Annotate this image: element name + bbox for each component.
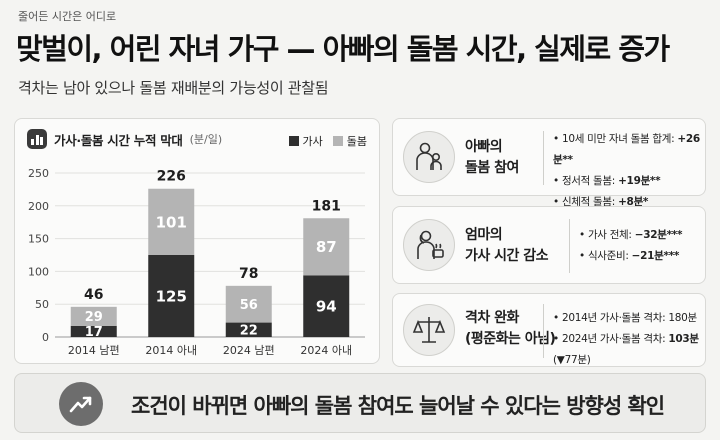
chart-card: 가사·돌봄 시간 누적 막대 (분/일) 가사 돌봄 0 50 100 150 200 2… [14, 118, 380, 364]
stat-item: 정서적 돌봄: +19분** [553, 171, 705, 192]
stat-label: 2024년 가사·돌봄 격차: [561, 333, 669, 345]
stat-change: (▼77분) [553, 354, 591, 366]
bar-total-label: 78 [239, 266, 258, 282]
chart-title: 가사·돌봄 시간 누적 막대 [54, 132, 183, 148]
card-label: 격차 완화 (평준화는 아님) [465, 308, 556, 350]
bar-segment [70, 306, 117, 326]
bar-value-label: 29 [85, 310, 103, 325]
bar-segment [303, 218, 350, 276]
bar-segment [148, 188, 195, 255]
chart-header: 가사·돌봄 시간 누적 막대 (분/일) [27, 129, 222, 149]
x-tick-label: 2024 남편 [223, 344, 275, 357]
stat-value: 180분 [668, 312, 697, 324]
stat-label: 2014년 가사·돌봄 격차: [561, 312, 669, 324]
stat-label: 가사 전체: [587, 229, 635, 241]
legend-care-label: 돌봄 [346, 135, 367, 148]
legend-care: 돌봄 [332, 133, 367, 149]
bar-value-label: 94 [316, 298, 337, 316]
divider [543, 131, 544, 185]
trend-up-icon [59, 382, 103, 426]
father-child-icon [403, 131, 455, 183]
bar-segment [70, 325, 117, 337]
card-label-line: 가사 시간 감소 [465, 248, 549, 264]
card-label: 아빠의 돌봄 참여 [465, 137, 519, 179]
stat-list: 10세 미만 자녀 돌봄 합계: +26분** 정서적 돌봄: +19분** 신… [553, 129, 705, 213]
stat-label: 식사준비: [587, 250, 632, 262]
card-gap-reduction: 격차 완화 (평준화는 아님) 2014년 가사·돌봄 격차: 180분 202… [392, 293, 706, 367]
bar-value-label: 17 [85, 325, 103, 340]
y-tick-label: 0 [42, 331, 49, 344]
bar-value-label: 56 [240, 298, 258, 313]
bar-value-label: 87 [316, 238, 337, 256]
banner-text: 조건이 바뀌면 아빠의 돌봄 참여도 늘어날 수 있다는 방향성 확인 [131, 394, 665, 418]
legend-housework: 가사 [288, 133, 323, 149]
chart-legend: 가사 돌봄 [288, 133, 367, 149]
stat-item: 가사 전체: −32분*** [579, 225, 683, 246]
bar-total-label: 226 [157, 169, 186, 185]
legend-housework-label: 가사 [302, 135, 323, 148]
stat-item: 식사준비: −21분*** [579, 246, 682, 267]
y-tick-label: 100 [28, 265, 49, 278]
card-father-care: 아빠의 돌봄 참여 10세 미만 자녀 돌봄 합계: +26분** 정서적 돌봄… [392, 118, 706, 208]
conclusion-banner: 조건이 바뀌면 아빠의 돌봄 참여도 늘어날 수 있다는 방향성 확인 [14, 373, 706, 433]
stat-item: 10세 미만 자녀 돌봄 합계: +26분** [553, 129, 705, 171]
y-tick-label: 150 [28, 233, 49, 246]
chart-unit: (분/일) [189, 133, 223, 146]
stat-value: +26분** [553, 133, 700, 166]
divider [569, 219, 570, 273]
bar-segment [225, 322, 272, 337]
y-tick-label: 200 [28, 200, 49, 213]
y-tick-label: 50 [35, 298, 49, 311]
bar-segment [148, 255, 195, 337]
mother-cooking-icon [403, 219, 455, 271]
card-label-line: 격차 완화 [465, 310, 519, 326]
stat-value: −32분*** [634, 229, 683, 241]
stat-label: 정서적 돌봄: [561, 175, 619, 187]
page-subtitle: 격차는 남아 있으나 돌봄 재배분의 가능성이 관찰됨 [18, 79, 329, 97]
stat-value: −21분*** [631, 250, 680, 262]
bar-value-label: 101 [156, 213, 187, 231]
stat-value: 103분 [668, 333, 699, 345]
bar-value-label: 22 [240, 323, 258, 338]
x-tick-label: 2014 아내 [145, 344, 197, 357]
card-label-line: 아빠의 [465, 139, 503, 155]
stat-label: 신체적 돌봄: [561, 196, 619, 208]
bar-total-label: 46 [84, 287, 103, 303]
stat-item: 2014년 가사·돌봄 격차: 180분 [553, 308, 705, 329]
balance-scale-icon [403, 304, 455, 356]
x-tick-label: 2024 아내 [300, 344, 352, 357]
y-tick-label: 250 [28, 167, 49, 180]
bar-segment [303, 275, 350, 337]
bar-total-label: 181 [312, 198, 341, 214]
kicker-text: 줄어든 시간은 어디로 [18, 10, 117, 23]
stat-item: 신체적 돌봄: +8분* [553, 192, 705, 213]
stat-list: 가사 전체: −32분*** 식사준비: −21분*** [579, 225, 683, 267]
card-label: 엄마의 가사 시간 감소 [465, 225, 549, 267]
card-mother-housework: 엄마의 가사 시간 감소 가사 전체: −32분*** 식사준비: −21분**… [392, 206, 706, 284]
card-label-line: 돌봄 참여 [465, 160, 519, 176]
stat-list: 2014년 가사·돌봄 격차: 180분 2024년 가사·돌봄 격차: 103… [553, 308, 705, 371]
stat-value: +8분* [618, 196, 649, 208]
bar-chart-icon [27, 129, 47, 149]
bar-value-label: 125 [156, 287, 187, 305]
stat-item: 2024년 가사·돌봄 격차: 103분 (▼77분) [553, 329, 705, 371]
card-note: (평준화는 아님) [465, 331, 556, 347]
page-title: 맞벌이, 어린 자녀 가구 — 아빠의 돌봄 시간, 실제로 증가 [16, 32, 670, 66]
stat-value: +19분** [618, 175, 661, 187]
card-label-line: 엄마의 [465, 227, 503, 243]
divider [543, 304, 544, 358]
x-tick-label: 2014 남편 [68, 344, 120, 357]
stat-label: 10세 미만 자녀 돌봄 합계: [561, 133, 678, 145]
bar-segment [225, 285, 272, 323]
